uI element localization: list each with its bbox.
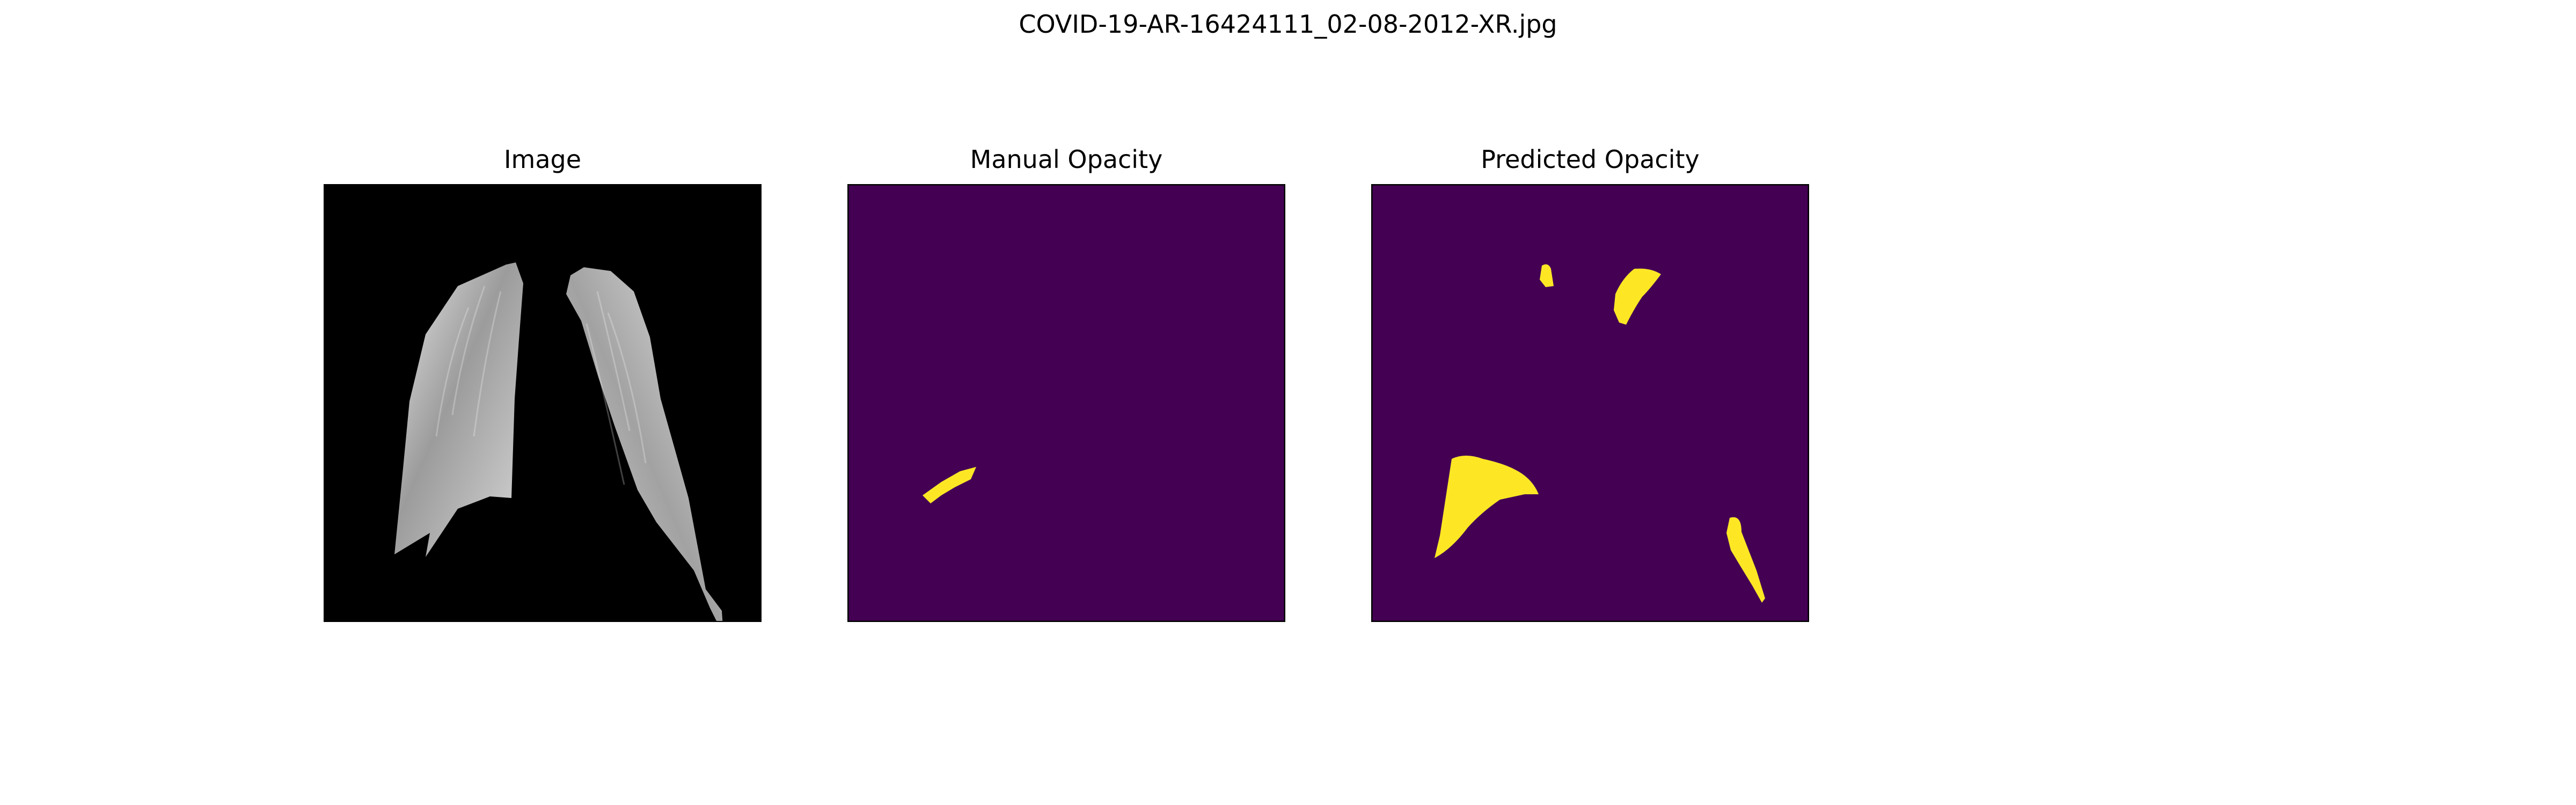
image-frame <box>324 184 762 622</box>
mask-background <box>847 184 1285 622</box>
image-panel-title: Image <box>503 145 582 174</box>
predicted-opacity-region-upper-right <box>1614 268 1661 325</box>
predicted-opacity-region-lower-right <box>1726 517 1765 603</box>
predicted-opacity-panel: Predicted Opacity <box>1371 145 1809 622</box>
figure-title: COVID-19-AR-16424111_02-08-2012-XR.jpg <box>1019 10 1557 39</box>
left-lung <box>394 262 523 557</box>
predicted-opacity-region-small-top <box>1540 264 1554 287</box>
right-lung <box>566 267 723 622</box>
mask-frame <box>847 184 1285 622</box>
manual-opacity-panel: Manual Opacity <box>847 145 1285 622</box>
predicted-opacity-mask <box>1371 184 1809 622</box>
manual-opacity-mask <box>847 184 1285 622</box>
xray-image <box>324 184 762 622</box>
predicted-opacity-panel-title: Predicted Opacity <box>1481 145 1700 174</box>
lung-markings <box>435 286 647 485</box>
manual-opacity-panel-title: Manual Opacity <box>970 145 1163 174</box>
manual-opacity-region <box>923 467 976 503</box>
image-panel: Image <box>324 145 762 622</box>
predicted-opacity-region-lower-left <box>1435 456 1539 558</box>
mask-frame <box>1371 184 1809 622</box>
